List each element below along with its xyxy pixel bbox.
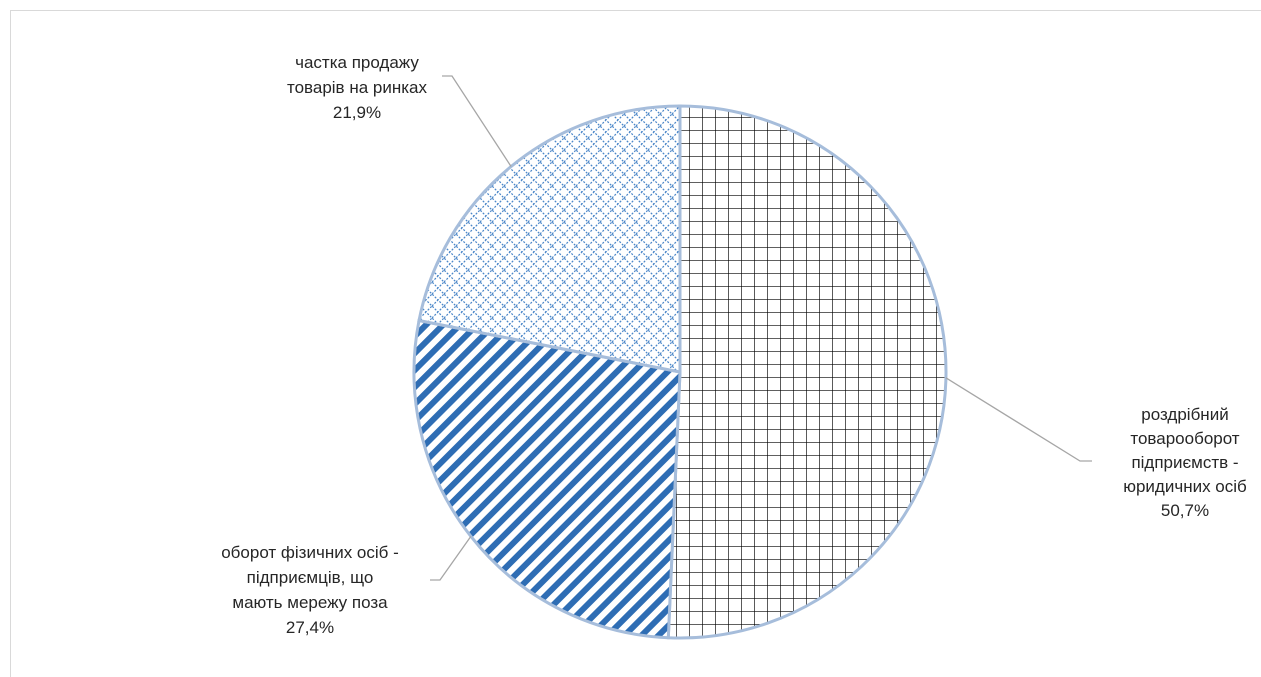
slice-category-label: частка продажу xyxy=(295,53,419,72)
slice-category-label: оборот фізичних осіб - xyxy=(221,543,399,562)
slice-label-1: роздрібний товарооборот підприємств - юриди… xyxy=(1123,405,1247,520)
slice-category-label: юридичних осіб xyxy=(1123,477,1247,496)
slice-category-label: товарооборот xyxy=(1130,429,1239,448)
slice-value-label: 21,9% xyxy=(333,103,381,122)
slice-category-label: підприємств - xyxy=(1131,453,1238,472)
slice-category-label: підприємців, що xyxy=(247,568,374,587)
slice-category-label: мають мережу поза xyxy=(232,593,388,612)
slice-label-3: частка продажу товарів на ринках 21,9% xyxy=(287,53,428,122)
slice-category-label: товарів на ринках xyxy=(287,78,428,97)
pie-slice-2 xyxy=(412,318,682,640)
slice-category-label: роздрібний xyxy=(1141,405,1228,424)
leader-line-2 xyxy=(430,535,472,581)
leader-line-3 xyxy=(442,75,512,167)
slice-value-label: 27,4% xyxy=(286,618,334,637)
slice-value-label: 50,7% xyxy=(1161,501,1209,520)
slice-label-2: оборот фізичних осіб - підприємців, що маю… xyxy=(221,543,399,637)
leader-line-1 xyxy=(945,377,1092,462)
pie-slice-3 xyxy=(417,104,682,374)
pie-slice-1 xyxy=(666,104,948,640)
